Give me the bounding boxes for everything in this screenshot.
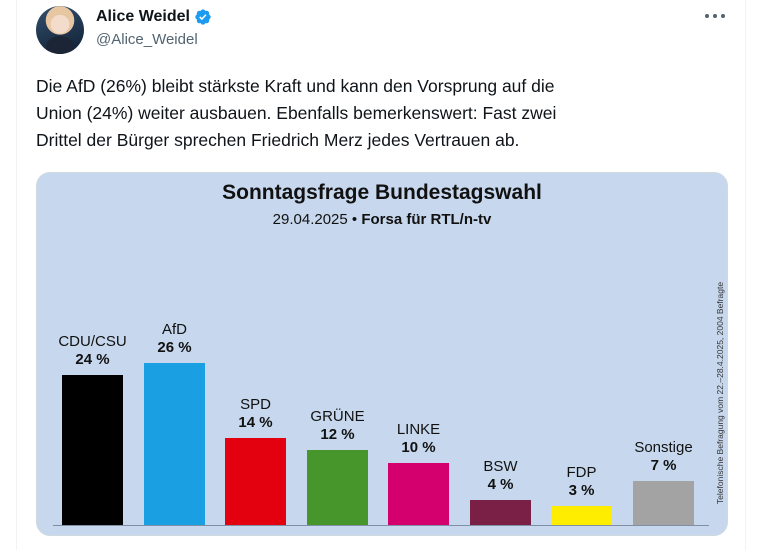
bar-label-gr-ne: GRÜNE 12 % — [288, 408, 388, 444]
bar-label-cdu-csu: CDU/CSU 24 % — [43, 333, 143, 369]
bar-value-gr-ne: 12 % — [320, 426, 355, 443]
chart-subtitle-separator: • — [351, 211, 358, 228]
chart-side-note: Telefonische Befragung vom 22.–28.4.2025… — [713, 243, 727, 533]
bar-party-fdp: FDP — [566, 464, 597, 481]
bar-spd — [225, 438, 286, 525]
timeline-border-left — [16, 0, 17, 550]
chart-subtitle: 29.04.2025 • Forsa für RTL/n-tv — [37, 211, 727, 228]
bar-linke — [388, 463, 449, 525]
bar-cdu-csu — [62, 375, 123, 525]
chart-subtitle-source: Forsa für RTL/n-tv — [361, 211, 492, 228]
bar-sonstige — [633, 481, 694, 525]
bar-party-linke: LINKE — [396, 421, 441, 438]
bar-label-spd: SPD 14 % — [206, 396, 306, 432]
bar-value-spd: 14 % — [238, 414, 273, 431]
chart-side-note-text: Telefonische Befragung vom 22.–28.4.2025… — [715, 281, 725, 505]
bar-party-sonstige: Sonstige — [634, 439, 693, 456]
verified-badge-icon[interactable] — [194, 8, 212, 26]
bar-party-bsw: BSW — [483, 458, 518, 475]
author-name-row: Alice Weidel — [96, 8, 212, 26]
bar-label-linke: LINKE 10 % — [369, 421, 469, 457]
author-handle[interactable]: @Alice_Weidel — [96, 31, 198, 48]
bar-party-gr-ne: GRÜNE — [310, 408, 365, 425]
author-avatar[interactable] — [36, 6, 84, 54]
chart-subtitle-date: 29.04.2025 — [272, 211, 348, 228]
chart-title: Sonntagsfrage Bundestagswahl — [222, 181, 542, 204]
bar-label-afd: AfD 26 % — [125, 321, 225, 357]
more-options-icon[interactable] — [700, 5, 730, 27]
bar-value-fdp: 3 % — [568, 482, 595, 499]
chart-baseline — [53, 525, 709, 526]
tweet-text: Die AfD (26%) bleibt stärkste Kraft und … — [36, 76, 557, 150]
bar-afd — [144, 363, 205, 525]
bar-value-linke: 10 % — [401, 439, 436, 456]
bar-value-afd: 26 % — [157, 339, 192, 356]
bar-bsw — [470, 500, 531, 525]
bar-value-sonstige: 7 % — [650, 457, 677, 474]
bar-label-fdp: FDP 3 % — [532, 464, 632, 500]
bar-label-bsw: BSW 4 % — [451, 458, 551, 494]
bar-value-cdu-csu: 24 % — [75, 351, 110, 368]
bar-gr-ne — [307, 450, 368, 525]
bar-value-bsw: 4 % — [487, 476, 514, 493]
bar-party-spd: SPD — [240, 396, 271, 413]
author-display-name[interactable]: Alice Weidel — [96, 8, 190, 25]
bar-party-cdu-csu: CDU/CSU — [58, 333, 127, 350]
bar-label-sonstige: Sonstige 7 % — [614, 439, 714, 475]
chart-image[interactable]: Sonntagsfrage Bundestagswahl 29.04.2025 … — [36, 172, 728, 536]
bar-party-afd: AfD — [161, 321, 187, 338]
timeline-border-right — [745, 0, 746, 550]
bar-fdp — [551, 506, 612, 525]
